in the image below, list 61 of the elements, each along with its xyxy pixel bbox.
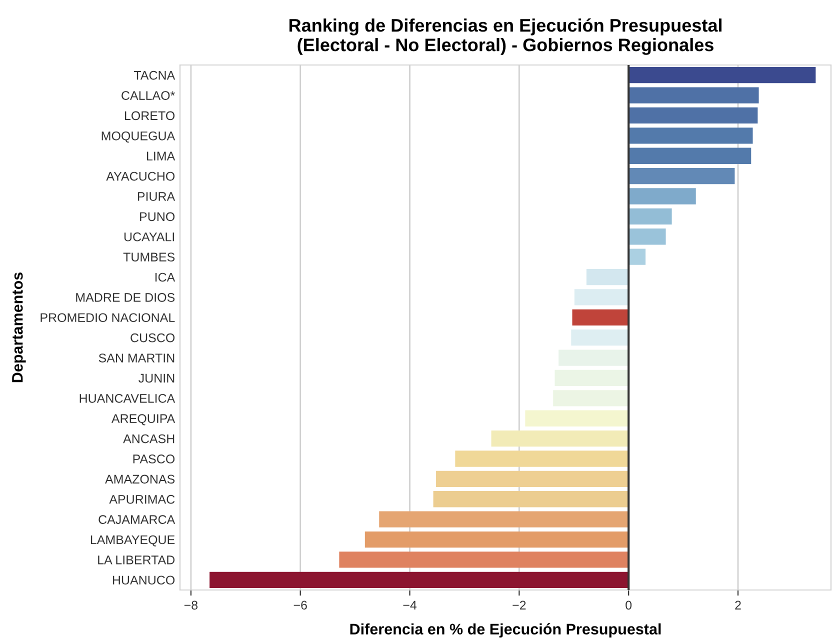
x-tick-label: 2 xyxy=(735,600,741,610)
x-tick-label: −4 xyxy=(403,600,417,610)
chart-title: Ranking de Diferencias en Ejecución Presupuestal (Electoral - No Electoral) - Gobiernos Regionales xyxy=(289,18,722,55)
bar xyxy=(436,470,629,488)
bar xyxy=(628,168,735,184)
bar xyxy=(628,208,672,225)
y-tick-label: CUSCO xyxy=(130,333,175,342)
bar xyxy=(379,511,629,528)
bar xyxy=(364,531,629,548)
bar xyxy=(586,268,629,286)
y-tick-label: PUNO xyxy=(140,212,175,222)
y-tick-label: LAMBAYEQUE xyxy=(90,535,175,546)
y-tick-label: CAJAMARCA xyxy=(98,515,176,524)
bar xyxy=(525,410,629,426)
bar xyxy=(455,450,629,467)
y-tick-label: CALLAO* xyxy=(122,91,175,100)
y-tick-label: APURIMAC xyxy=(109,494,175,504)
y-tick-label: LORETO xyxy=(124,111,175,120)
bar xyxy=(491,430,629,447)
bar xyxy=(210,572,629,588)
y-tick-label: SAN MARTIN xyxy=(98,354,174,362)
bar xyxy=(558,350,629,366)
x-tick-label: −2 xyxy=(512,600,526,610)
bar xyxy=(553,390,629,406)
y-tick-label: TUMBES xyxy=(123,252,175,262)
bar xyxy=(339,552,629,568)
bar xyxy=(628,148,752,164)
y-tick-label: PIURA xyxy=(138,192,176,201)
y-tick-label: PROMEDIO NACIONAL xyxy=(40,313,175,322)
x-tick-label: −6 xyxy=(294,600,307,610)
x-tick-label: −8 xyxy=(184,600,198,610)
y-tick-label: UCAYALI xyxy=(124,232,174,242)
y-tick-label: AREQUIPA xyxy=(111,414,176,426)
y-tick-label: PASCO xyxy=(133,454,175,464)
y-tick-label: ICA xyxy=(155,272,176,282)
bar xyxy=(628,67,816,84)
bar xyxy=(433,491,629,508)
bar xyxy=(574,289,629,306)
bar xyxy=(628,107,758,124)
y-tick-label: MOQUEGUA xyxy=(102,131,176,143)
bar xyxy=(628,228,666,245)
y-tick-label: AYACUCHO xyxy=(106,172,175,181)
y-tick-label: HUANCAVELICA xyxy=(80,394,176,403)
y-tick-label: LA LIBERTAD xyxy=(98,556,175,564)
y-tick-label: MADRE DE DIOS xyxy=(76,293,175,302)
bar xyxy=(554,370,629,386)
bar xyxy=(572,309,629,326)
y-tick-label: TACNA xyxy=(134,70,176,80)
y-tick-label: ANCASH xyxy=(123,434,174,444)
x-tick-label: 0 xyxy=(626,600,632,610)
bar xyxy=(571,330,629,346)
x-axis-title: Diferencia en % de Ejecución Presupuestal xyxy=(350,623,661,638)
bar xyxy=(628,188,696,204)
bar xyxy=(628,87,759,104)
y-tick-label: JUNIN xyxy=(138,374,174,383)
bar xyxy=(628,128,753,144)
y-tick-label: LIMA xyxy=(146,152,176,160)
y-axis-title: Departamentos xyxy=(12,272,26,382)
bar xyxy=(628,248,646,265)
y-tick-label: HUANUCO xyxy=(112,576,175,585)
y-tick-label: AMAZONAS xyxy=(105,474,175,484)
